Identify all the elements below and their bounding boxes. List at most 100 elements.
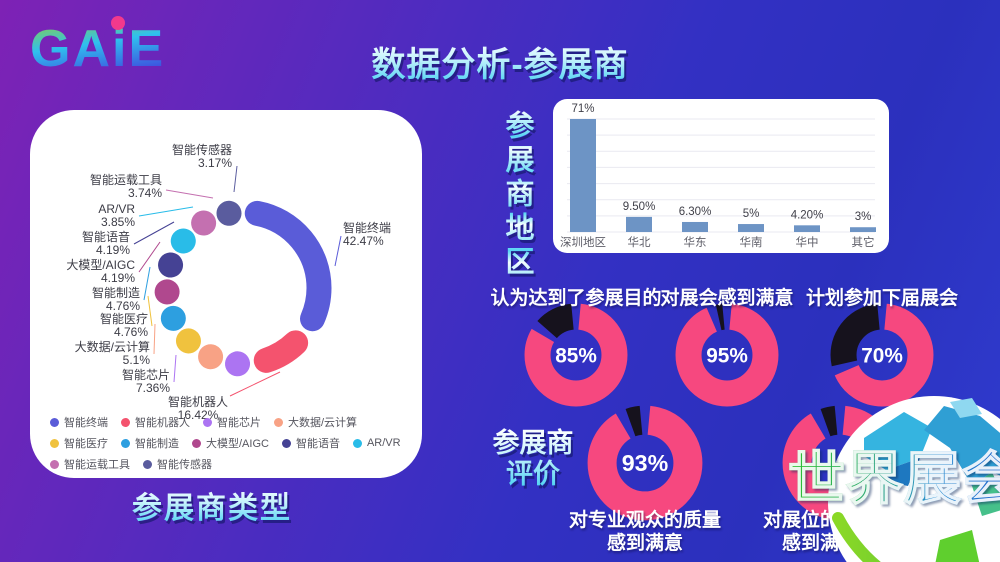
bar — [626, 216, 652, 232]
donut-label: 大模型/AIGC 4.19% — [66, 258, 135, 285]
legend-label: 智能芯片 — [217, 417, 261, 429]
gauge-title: 计划参加下届展会 — [805, 288, 959, 309]
legend-label: 大模型/AIGC — [206, 438, 269, 450]
legend-label: 智能制造 — [135, 438, 179, 450]
donut-leader-line — [147, 295, 153, 327]
exhibitor-region-card: 71% 深圳地区 9.50% 华北 6.30% 华东 5% 华南 4.20% 华中 3% 其它 — [553, 99, 889, 253]
legend-label: 智能传感器 — [157, 459, 212, 471]
legend-dot-icon — [50, 417, 59, 427]
bar — [850, 227, 876, 232]
legend-label: 大数据/云计算 — [288, 417, 358, 429]
legend-dot-icon — [50, 438, 59, 448]
gauge-ring — [524, 303, 628, 407]
gauge-value: 70% — [861, 344, 903, 367]
review-label-line1: 参展商 — [492, 428, 574, 458]
donut-label: 智能医疗 4.76% — [100, 311, 148, 339]
gauge-value: 93% — [622, 450, 668, 476]
legend-label: 智能终端 — [64, 417, 108, 429]
legend-label: 智能语音 — [295, 438, 340, 450]
legend-dot-icon — [192, 438, 201, 448]
logo-dot-icon — [111, 16, 125, 30]
gauge-caption: 对专业观众的质量 感到满意 — [569, 509, 721, 555]
bar-category-label: 华中 — [796, 235, 819, 249]
bar-value-label: 6.30% — [679, 206, 712, 218]
donut-label: 智能运载工具 3.74% — [90, 172, 162, 200]
legend-item: 智能芯片 — [203, 414, 261, 430]
legend-dot-icon — [281, 438, 291, 448]
legend-item: 智能制造 — [121, 435, 179, 451]
donut-leader-line — [173, 354, 177, 383]
legend-dot-icon — [203, 417, 212, 427]
exhibitor-review-label: 参展商 评价 — [478, 428, 588, 490]
legend-dot-icon — [50, 459, 59, 469]
donut-label: AR/VR 3.85% — [98, 202, 135, 229]
bar-category-label: 其它 — [852, 235, 875, 249]
legend-dot-icon — [274, 417, 283, 427]
gauge: 95% — [675, 303, 779, 407]
bar-category-label: 华东 — [684, 235, 707, 249]
gauge-title: 认为达到了参展目的 — [490, 288, 662, 309]
globe-icon — [828, 396, 1000, 562]
bar-category-label: 华南 — [740, 235, 763, 249]
donut-label: 智能芯片 7.36% — [122, 367, 170, 395]
legend-item: 大模型/AIGC — [192, 435, 269, 451]
legend-item: 智能语音 — [281, 435, 340, 451]
legend-dot-icon — [121, 438, 130, 448]
gauge: 85% — [524, 303, 628, 407]
gauge-title: 对展会感到满意 — [660, 288, 794, 309]
bar-value-label: 9.50% — [623, 201, 656, 213]
bar-value-label: 5% — [743, 208, 760, 220]
donut-label: 大数据/云计算 5.1% — [75, 339, 151, 367]
bar-category-label: 深圳地区 — [560, 235, 606, 249]
donut-label: 智能传感器 3.17% — [172, 142, 232, 170]
page-title: 数据分析-参展商 — [371, 37, 628, 86]
gauge-remainder — [830, 303, 934, 407]
bar-value-label: 3% — [855, 211, 872, 223]
exhibitor-region-bar-chart: 71% 深圳地区 9.50% 华北 6.30% 华东 5% 华南 4.20% 华中 3% 其它 — [560, 103, 876, 249]
donut-leader-line — [138, 206, 194, 217]
gauge-ring — [830, 303, 934, 407]
gauge-ring — [587, 405, 703, 521]
legend-dot-icon — [121, 417, 130, 427]
donut-leader-line — [165, 189, 214, 199]
donut-leader-line — [133, 221, 175, 245]
legend-dot-icon — [143, 459, 152, 469]
legend-item: 智能传感器 — [143, 456, 212, 472]
legend-item: 智能医疗 — [50, 435, 108, 451]
legend-dot-icon — [352, 438, 362, 448]
legend-label: AR/VR — [366, 437, 401, 449]
bar-value-label: 71% — [571, 103, 594, 115]
logo-text: GAiE — [30, 20, 165, 78]
donut-leader-line — [233, 165, 238, 193]
gauge: 70% — [830, 303, 934, 407]
legend-item: 智能终端 — [50, 414, 108, 430]
bar-category-label: 华北 — [628, 235, 651, 249]
donut-legend: 智能终端 智能机器人 智能芯片 大数据/云计算智能医疗 智能制造 大模型/AIGC 智能语音… — [50, 414, 418, 472]
exhibitor-type-caption: 参展商类型 — [132, 483, 292, 527]
legend-item: AR/VR — [352, 435, 401, 451]
donut-leader-line — [229, 371, 281, 397]
bar — [794, 225, 820, 232]
legend-label: 智能医疗 — [64, 438, 108, 450]
bar-value-label: 4.20% — [791, 209, 824, 221]
donut-leader-line — [138, 241, 161, 273]
exhibitor-type-card: 智能终端 42.47% 智能机器人 16.42% 智能芯片 7.36% 大数据/云计算 5.1… — [30, 110, 422, 478]
gauge-ring — [675, 303, 779, 407]
exhibitor-type-donut-chart: 智能终端 42.47%智能机器人 16.42%智能芯片 7.36%大数据/云计算 5.1… — [66, 142, 391, 422]
legend-item: 大数据/云计算 — [274, 414, 357, 430]
donut-leader-line — [334, 235, 342, 267]
gauge: 93% — [587, 405, 703, 521]
donut-label: 智能制造 4.76% — [92, 285, 140, 313]
bar — [682, 221, 708, 232]
donut-segment — [154, 199, 332, 377]
exhibitor-region-label: 参展商地区 — [496, 110, 538, 280]
legend-item: 智能运载工具 — [50, 456, 130, 472]
gaie-logo: GAiE — [30, 16, 165, 78]
donut-label: 智能终端 42.47% — [343, 220, 391, 248]
legend-label: 智能机器人 — [135, 417, 190, 429]
gauge-value: 85% — [555, 344, 597, 367]
donut-leader-line — [153, 323, 156, 355]
gauge-value: 95% — [706, 344, 748, 367]
legend-label: 智能运载工具 — [64, 459, 130, 471]
